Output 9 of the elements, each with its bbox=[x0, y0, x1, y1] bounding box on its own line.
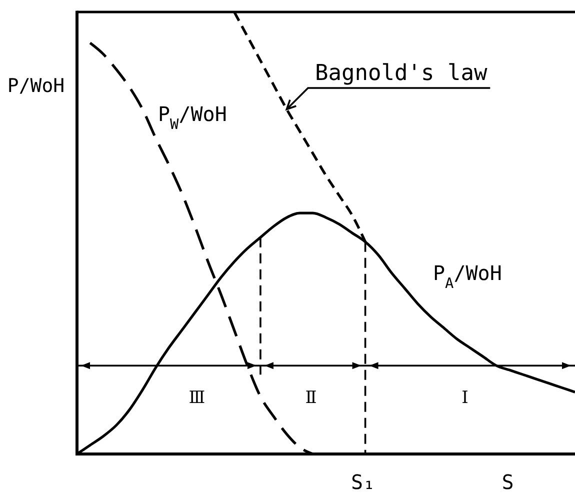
annotation: Ⅱ bbox=[305, 388, 317, 408]
annotation: Ⅰ bbox=[462, 388, 468, 408]
y-axis-title: P/WoH bbox=[7, 75, 65, 97]
x-axis-title: S bbox=[502, 470, 514, 494]
text: S₁ bbox=[350, 470, 376, 494]
series-label: P$_{W}$/WoH bbox=[158, 102, 227, 133]
series-label: P$_{A}$/WoH bbox=[433, 261, 502, 292]
series-label: Bagnold's law bbox=[315, 61, 488, 86]
annotation: Ⅲ bbox=[188, 388, 206, 408]
